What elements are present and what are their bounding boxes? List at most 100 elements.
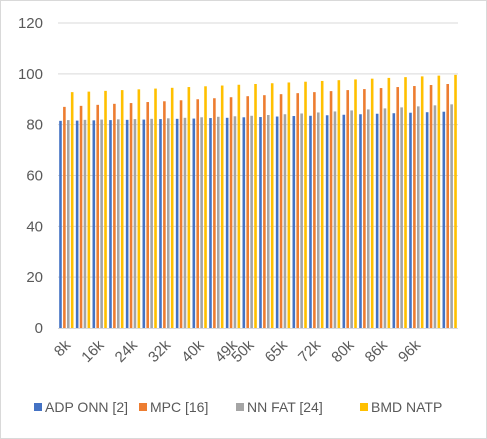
y-tick-label: 120 — [18, 15, 43, 32]
bar-mpc-16-57k — [263, 95, 266, 328]
bar-adp-onn-2-28k — [142, 119, 146, 328]
bar-bmd-natp-76k — [337, 80, 341, 328]
bar-nn-fat-24-83k — [366, 109, 370, 329]
bar-mpc-16-50k — [246, 96, 250, 328]
bar-nn-fat-24-90k — [400, 107, 403, 328]
x-tick-label: 8k — [51, 336, 75, 360]
bar-nn-fat-24-86k — [383, 108, 387, 329]
bar-bmd-natp-8k — [70, 92, 74, 328]
bar-mpc-16-76k — [329, 91, 333, 328]
bar-mpc-16-16k — [96, 104, 100, 328]
bar-bmd-natp-72k — [320, 80, 324, 328]
legend-label: BMD NATP — [371, 399, 442, 415]
y-tick-label: 80 — [26, 117, 43, 134]
legend-item-bmd-natp: BMD NATP — [360, 399, 442, 415]
bar-mpc-16-12k — [79, 105, 83, 328]
bar-bmd-natp-83k — [370, 78, 374, 328]
gridlines — [58, 22, 458, 278]
bar-adp-onn-2-72k — [309, 115, 312, 328]
bar-adp-onn-2-45k — [209, 118, 212, 328]
bar-mpc-16-65k — [279, 94, 283, 329]
x-tick-label: 86k — [362, 336, 391, 365]
legend-swatch — [360, 403, 368, 411]
bar-bmd-natp-45k — [220, 85, 224, 329]
x-tick-label: 16k — [78, 336, 107, 365]
y-tick-label: 0 — [35, 320, 43, 337]
bar-mpc-16-49k — [229, 97, 233, 328]
bar-nn-fat-24-76k — [333, 111, 337, 328]
bar-bmd-natp-104k — [454, 74, 457, 328]
bar-mpc-16-104k — [446, 84, 450, 328]
bar-mpc-16-72k — [313, 92, 316, 328]
bar-adp-onn-2-83k — [359, 114, 362, 328]
bar-adp-onn-2-8k — [59, 120, 62, 329]
legend-item-mpc-16: MPC [16] — [139, 399, 208, 415]
bar-bmd-natp-32k — [170, 87, 174, 328]
x-tick-label: 65k — [262, 336, 291, 365]
bar-mpc-16-96k — [413, 86, 416, 329]
y-tick-label: 100 — [18, 66, 43, 83]
bar-adp-onn-2-16k — [92, 120, 96, 329]
bar-nn-fat-24-40k — [200, 117, 203, 328]
bar-nn-fat-24-80k — [350, 110, 353, 328]
bar-bmd-natp-96k — [420, 76, 424, 328]
bar-adp-onn-2-57k — [259, 117, 262, 329]
bar-nn-fat-24-36k — [183, 117, 187, 328]
bar-mpc-16-20k — [113, 103, 116, 328]
x-tick-label: 40k — [178, 336, 207, 365]
bar-mpc-16-70k — [296, 93, 300, 329]
bar-mpc-16-83k — [363, 89, 366, 328]
bar-adp-onn-2-32k — [159, 119, 162, 328]
bar-nn-fat-24-8k — [66, 120, 70, 328]
bar-nn-fat-24-96k — [416, 106, 420, 328]
bar-bmd-natp-86k — [387, 77, 391, 329]
bar-nn-fat-24-100k — [433, 105, 437, 328]
bar-nn-fat-24-104k — [450, 104, 453, 328]
bar-bmd-natp-49k — [237, 84, 241, 328]
bar-adp-onn-2-100k — [425, 112, 429, 329]
bar-mpc-16-45k — [213, 98, 216, 328]
bar-bmd-natp-28k — [154, 88, 157, 328]
legend-swatch — [139, 403, 147, 411]
bar-nn-fat-24-20k — [116, 119, 120, 329]
bar-adp-onn-2-24k — [125, 119, 129, 329]
bar-adp-onn-2-65k — [275, 116, 279, 329]
bar-adp-onn-2-70k — [292, 116, 296, 329]
bar-adp-onn-2-50k — [242, 117, 246, 328]
y-tick-label: 20 — [26, 269, 43, 286]
bar-mpc-16-36k — [179, 100, 183, 329]
bar-bmd-natp-40k — [204, 86, 207, 328]
bar-mpc-16-90k — [396, 87, 400, 328]
bar-nn-fat-24-16k — [100, 119, 103, 328]
bar-nn-fat-24-32k — [166, 118, 170, 328]
bar-mpc-16-80k — [346, 90, 350, 328]
bar-nn-fat-24-65k — [283, 114, 287, 328]
bar-adp-onn-2-76k — [325, 115, 329, 328]
bar-nn-fat-24-72k — [316, 112, 320, 328]
bar-nn-fat-24-28k — [150, 118, 153, 328]
bar-mpc-16-40k — [196, 99, 200, 328]
legend-swatch — [236, 403, 244, 411]
bar-nn-fat-24-45k — [216, 116, 220, 328]
bar-bmd-natp-80k — [354, 79, 357, 328]
bar-bmd-natp-50k — [254, 84, 257, 328]
bar-nn-fat-24-49k — [233, 116, 237, 328]
bar-nn-fat-24-57k — [266, 115, 270, 328]
y-axis-ticks: 0 20 40 60 80 100 120 — [18, 15, 43, 337]
bars — [59, 74, 457, 329]
bar-mpc-16-86k — [379, 88, 383, 328]
bar-mpc-16-32k — [163, 101, 166, 329]
legend-label: MPC [16] — [150, 399, 208, 415]
bar-adp-onn-2-86k — [375, 113, 379, 328]
bar-bmd-natp-12k — [87, 91, 91, 328]
bar-adp-onn-2-49k — [225, 117, 229, 328]
bar-bmd-natp-16k — [104, 90, 107, 328]
y-tick-label: 60 — [26, 168, 43, 185]
x-tick-label: 72k — [295, 336, 324, 365]
bar-bmd-natp-65k — [287, 82, 291, 328]
bar-nn-fat-24-12k — [83, 119, 87, 329]
bar-bmd-natp-100k — [437, 75, 441, 328]
bar-mpc-16-28k — [146, 102, 150, 328]
bar-bmd-natp-70k — [304, 81, 307, 329]
